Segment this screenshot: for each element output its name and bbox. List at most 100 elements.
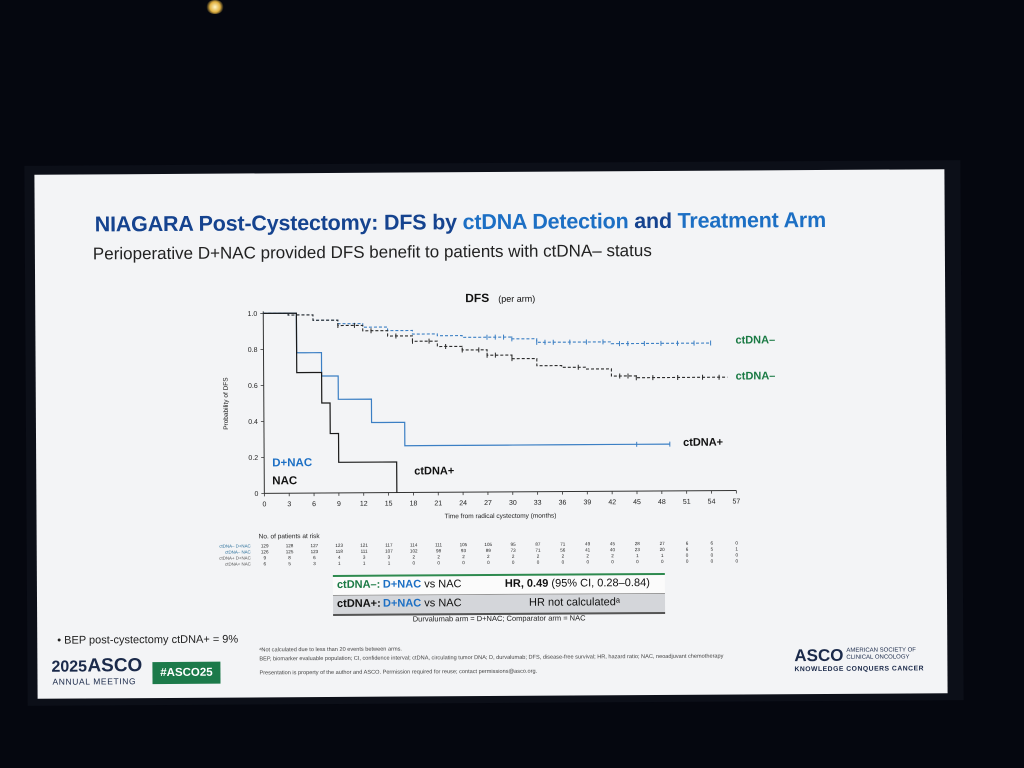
x-tick-label: 30 [509, 500, 517, 507]
risk-value: 0 [537, 560, 540, 565]
risk-value: 73 [511, 548, 517, 553]
risk-value: 6 [263, 561, 266, 566]
risk-value: 123 [335, 543, 343, 548]
x-tick-label: 21 [434, 500, 442, 507]
risk-value: 0 [686, 553, 689, 558]
x-tick-label: 36 [559, 500, 567, 507]
risk-value: 98 [436, 548, 442, 553]
y-tick-label: 0.2 [248, 455, 258, 462]
risk-value: 0 [711, 559, 714, 564]
risk-value: 128 [286, 543, 294, 548]
risk-value: 0 [735, 540, 738, 545]
risk-value: 45 [610, 541, 616, 546]
risk-value: 8 [288, 555, 291, 560]
risk-value: 0 [661, 559, 664, 564]
risk-value: 2 [437, 554, 440, 559]
risk-value: 23 [635, 547, 641, 552]
risk-value: 0 [437, 560, 440, 565]
x-tick-label: 51 [683, 499, 691, 506]
hr-row2-value: HR not calculatedᵃ [528, 596, 620, 609]
risk-value: 1 [735, 546, 738, 551]
risk-row-label: ctDNA– NAC [225, 549, 251, 554]
footnote-abbreviations: BEP, biomarker evaluable population; CI,… [259, 653, 724, 663]
y-tick-label: 0.4 [248, 419, 258, 426]
risk-value: 107 [385, 549, 393, 554]
series-line-1 [263, 312, 728, 379]
risk-value: 49 [585, 541, 591, 546]
series-line-0 [263, 312, 711, 345]
risk-value: 123 [311, 549, 319, 554]
logo-asco: ASCO [87, 655, 143, 677]
risk-value: 6 [711, 541, 714, 546]
risk-value: 2 [537, 554, 540, 559]
x-tick-label: 0 [262, 501, 266, 508]
x-tick-label: 57 [733, 498, 741, 505]
x-tick-label: 54 [708, 499, 716, 506]
hr-row-ctdna-negative: ctDNA–: D+NAC vs NAC HR, 0.49 (95% CI, 0… [332, 572, 665, 596]
risk-value: 6 [313, 555, 316, 560]
risk-value: 111 [361, 549, 368, 554]
ceiling-light [206, 0, 224, 14]
x-tick-label: 33 [534, 500, 542, 507]
risk-value: 1 [363, 561, 366, 566]
risk-value: 0 [711, 553, 714, 558]
society-line-2: CLINICAL ONCOLOGY [846, 654, 910, 661]
risk-value: 6 [686, 541, 689, 546]
risk-value: 0 [487, 560, 490, 565]
x-tick-label: 12 [360, 501, 368, 508]
hr-row1-label: ctDNA–: [336, 578, 381, 591]
risk-value: 3 [313, 561, 316, 566]
hr-row2-arm: D+NAC [382, 597, 422, 610]
risk-value: 87 [535, 542, 541, 547]
risk-value: 5 [711, 547, 714, 552]
risk-value: 27 [660, 541, 666, 546]
logo-annual-meeting: ANNUAL MEETING [52, 676, 137, 687]
risk-value: 125 [286, 549, 294, 554]
hashtag-badge: #ASCO25 [152, 661, 221, 685]
series-end-label: ctDNA+ [683, 437, 723, 449]
risk-value: 0 [562, 560, 565, 565]
risk-value: 0 [462, 560, 465, 565]
risk-value: 0 [611, 559, 614, 564]
risk-value: 93 [461, 548, 467, 553]
hr-row1-ci: (95% CI, 0.28–0.84) [548, 577, 650, 590]
hr-row2-vs: vs NAC [421, 597, 462, 610]
presentation-slide: NIAGARA Post-Cystectomy: DFS by ctDNA De… [34, 169, 948, 699]
x-tick-label: 6 [312, 501, 316, 508]
hr-row1-value: HR, 0.49 (95% CI, 0.28–0.84) [505, 577, 650, 590]
risk-value: 1 [338, 561, 341, 566]
logo-right-tagline: KNOWLEDGE CONQUERS CANCER [794, 665, 925, 674]
risk-value: 40 [610, 547, 616, 552]
risk-value: 6 [686, 547, 689, 552]
risk-value: 56 [560, 548, 566, 553]
chart-subtitle: (per arm) [498, 294, 535, 304]
x-tick-label: 39 [583, 499, 591, 506]
risk-value: 1 [661, 553, 664, 558]
x-tick-label: 3 [287, 501, 291, 508]
risk-value: 5 [288, 561, 291, 566]
logo-year: 2025 [51, 658, 88, 676]
risk-value: 9 [263, 555, 266, 560]
x-tick-label: 42 [608, 499, 616, 506]
risk-value: 2 [562, 554, 565, 559]
series-end-label: ctDNA– [735, 334, 775, 346]
risk-value: 2 [462, 554, 465, 559]
risk-value: 129 [261, 543, 269, 548]
risk-value: 127 [311, 543, 319, 548]
risk-value: 71 [560, 542, 566, 547]
footnote-copyright: Presentation is property of the author a… [259, 668, 538, 677]
inline-legend-label: D+NAC [272, 457, 312, 469]
risk-value: 3 [388, 555, 391, 560]
risk-value: 105 [460, 542, 468, 547]
risk-value: 0 [735, 558, 738, 563]
x-axis-label: Time from radical cystectomy (months) [445, 513, 557, 521]
x-tick-label: 24 [459, 500, 467, 507]
risk-value: 102 [410, 548, 418, 553]
risk-value: 0 [686, 559, 689, 564]
risk-value: 114 [410, 542, 418, 547]
risk-value: 4 [338, 555, 341, 560]
footnote-not-calculated: ᵃNot calculated due to less than 20 even… [259, 646, 402, 654]
hr-row1-hr-number: 0.49 [526, 577, 549, 590]
x-tick-label: 15 [385, 501, 393, 508]
risk-value: 2 [586, 553, 589, 558]
